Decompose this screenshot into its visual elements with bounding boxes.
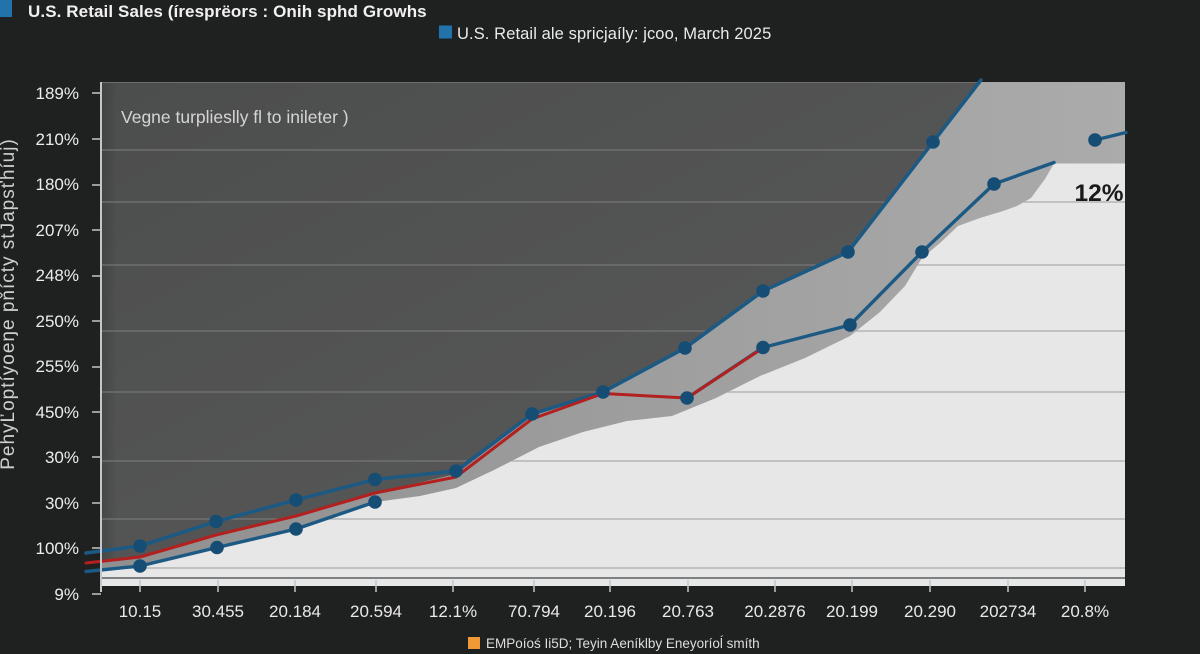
svg-text:30%: 30% xyxy=(45,448,79,467)
svg-text:180%: 180% xyxy=(36,175,79,194)
svg-text:12%: 12% xyxy=(1074,180,1123,207)
svg-text:250%: 250% xyxy=(36,312,79,331)
svg-text:255%: 255% xyxy=(36,357,79,376)
svg-text:20.199: 20.199 xyxy=(826,602,878,621)
svg-text:PehyĽoptíyoeŋe pňícty stJapsťh: PehyĽoptíyoeŋe pňícty stJapsťhíuj) xyxy=(0,138,19,470)
svg-text:U.S. Retail Sales (íresprëors: U.S. Retail Sales (íresprëors : Onih sph… xyxy=(28,2,427,21)
svg-text:20.763: 20.763 xyxy=(662,602,714,621)
svg-text:20.290: 20.290 xyxy=(904,602,956,621)
svg-text:100%: 100% xyxy=(36,539,79,558)
svg-text:Vegne turplieslly fl to inilet: Vegne turplieslly fl to inileter ) xyxy=(121,107,349,127)
svg-text:EMPoíoś Ii5D; Teyin Aeníklby E: EMPoíoś Ii5D; Teyin Aeníklby Eneyoríoĺ s… xyxy=(486,636,760,651)
svg-text:450%: 450% xyxy=(36,403,79,422)
svg-text:70.794: 70.794 xyxy=(508,602,560,621)
svg-text:20.184: 20.184 xyxy=(269,602,321,621)
svg-text:20.196: 20.196 xyxy=(584,602,636,621)
svg-text:20.8%: 20.8% xyxy=(1061,602,1109,621)
svg-text:U.S. Retail ale spricjaíly: jc: U.S. Retail ale spricjaíly: jcoo, March … xyxy=(457,25,771,43)
svg-text:202734: 202734 xyxy=(980,602,1037,621)
svg-text:189%: 189% xyxy=(36,84,79,103)
svg-text:12.1%: 12.1% xyxy=(429,602,477,621)
svg-text:207%: 207% xyxy=(36,221,79,240)
svg-text:9%: 9% xyxy=(54,585,79,604)
svg-text:30.455: 30.455 xyxy=(192,602,244,621)
svg-text:20.2876: 20.2876 xyxy=(744,602,805,621)
svg-text:10.15: 10.15 xyxy=(119,602,162,621)
svg-text:210%: 210% xyxy=(36,130,79,149)
svg-text:248%: 248% xyxy=(36,266,79,285)
svg-text:20.594: 20.594 xyxy=(350,602,402,621)
svg-text:30%: 30% xyxy=(45,494,79,513)
